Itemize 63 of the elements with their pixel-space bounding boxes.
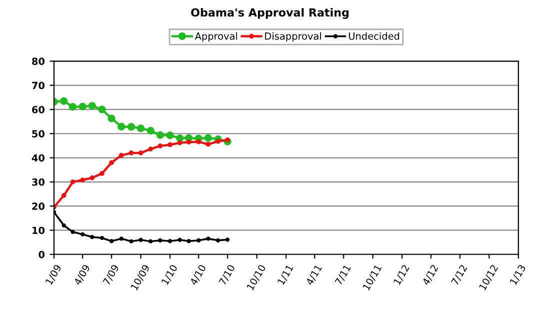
point <box>158 144 163 148</box>
point <box>60 97 68 105</box>
point <box>225 238 230 242</box>
point <box>78 102 86 110</box>
y-tick-label: 80 <box>32 58 45 66</box>
point <box>90 234 94 240</box>
point <box>168 142 172 148</box>
point <box>186 140 192 145</box>
point <box>127 123 136 131</box>
point <box>158 238 162 242</box>
point <box>196 139 202 144</box>
y-tick-label: 60 <box>32 106 45 114</box>
point <box>62 223 66 228</box>
point <box>119 236 124 241</box>
point <box>166 132 174 140</box>
point <box>118 122 126 130</box>
y-tick-label: 50 <box>32 130 45 138</box>
point <box>98 106 106 114</box>
point <box>136 124 145 132</box>
point <box>118 152 124 158</box>
point <box>90 175 95 180</box>
point <box>129 239 134 244</box>
legend-label: Approval <box>194 32 238 42</box>
point <box>68 103 77 111</box>
point <box>80 232 85 236</box>
point <box>196 238 201 242</box>
legend-label: Disapproval <box>265 32 321 42</box>
chart-title: Obama's Approval Rating <box>191 8 349 19</box>
point <box>100 236 104 240</box>
point <box>100 171 104 176</box>
point <box>88 102 96 110</box>
point <box>168 239 172 244</box>
y-tick-label: 70 <box>32 82 45 90</box>
point <box>70 230 75 234</box>
point <box>206 142 211 147</box>
point <box>109 160 114 166</box>
point <box>206 236 210 241</box>
y-tick-label: 20 <box>32 202 45 210</box>
y-tick-label: 40 <box>32 154 45 162</box>
point <box>156 131 164 139</box>
point <box>216 138 220 144</box>
point <box>176 134 184 142</box>
point <box>70 180 76 184</box>
point <box>138 238 143 242</box>
point <box>128 150 134 156</box>
point <box>146 126 154 135</box>
point <box>148 146 154 152</box>
point <box>148 239 153 244</box>
legend-label: Undecided <box>348 32 400 40</box>
y-tick-label: 30 <box>32 178 45 186</box>
point <box>138 150 144 156</box>
point <box>80 178 86 182</box>
point <box>186 239 191 244</box>
y-tick-label: 0 <box>38 250 45 258</box>
point <box>109 239 114 244</box>
point <box>108 114 116 122</box>
point <box>225 137 230 142</box>
y-tick-label: 10 <box>32 226 45 234</box>
point <box>177 140 182 146</box>
point <box>216 238 220 242</box>
point <box>178 238 182 242</box>
point <box>61 193 66 198</box>
point <box>204 134 212 142</box>
